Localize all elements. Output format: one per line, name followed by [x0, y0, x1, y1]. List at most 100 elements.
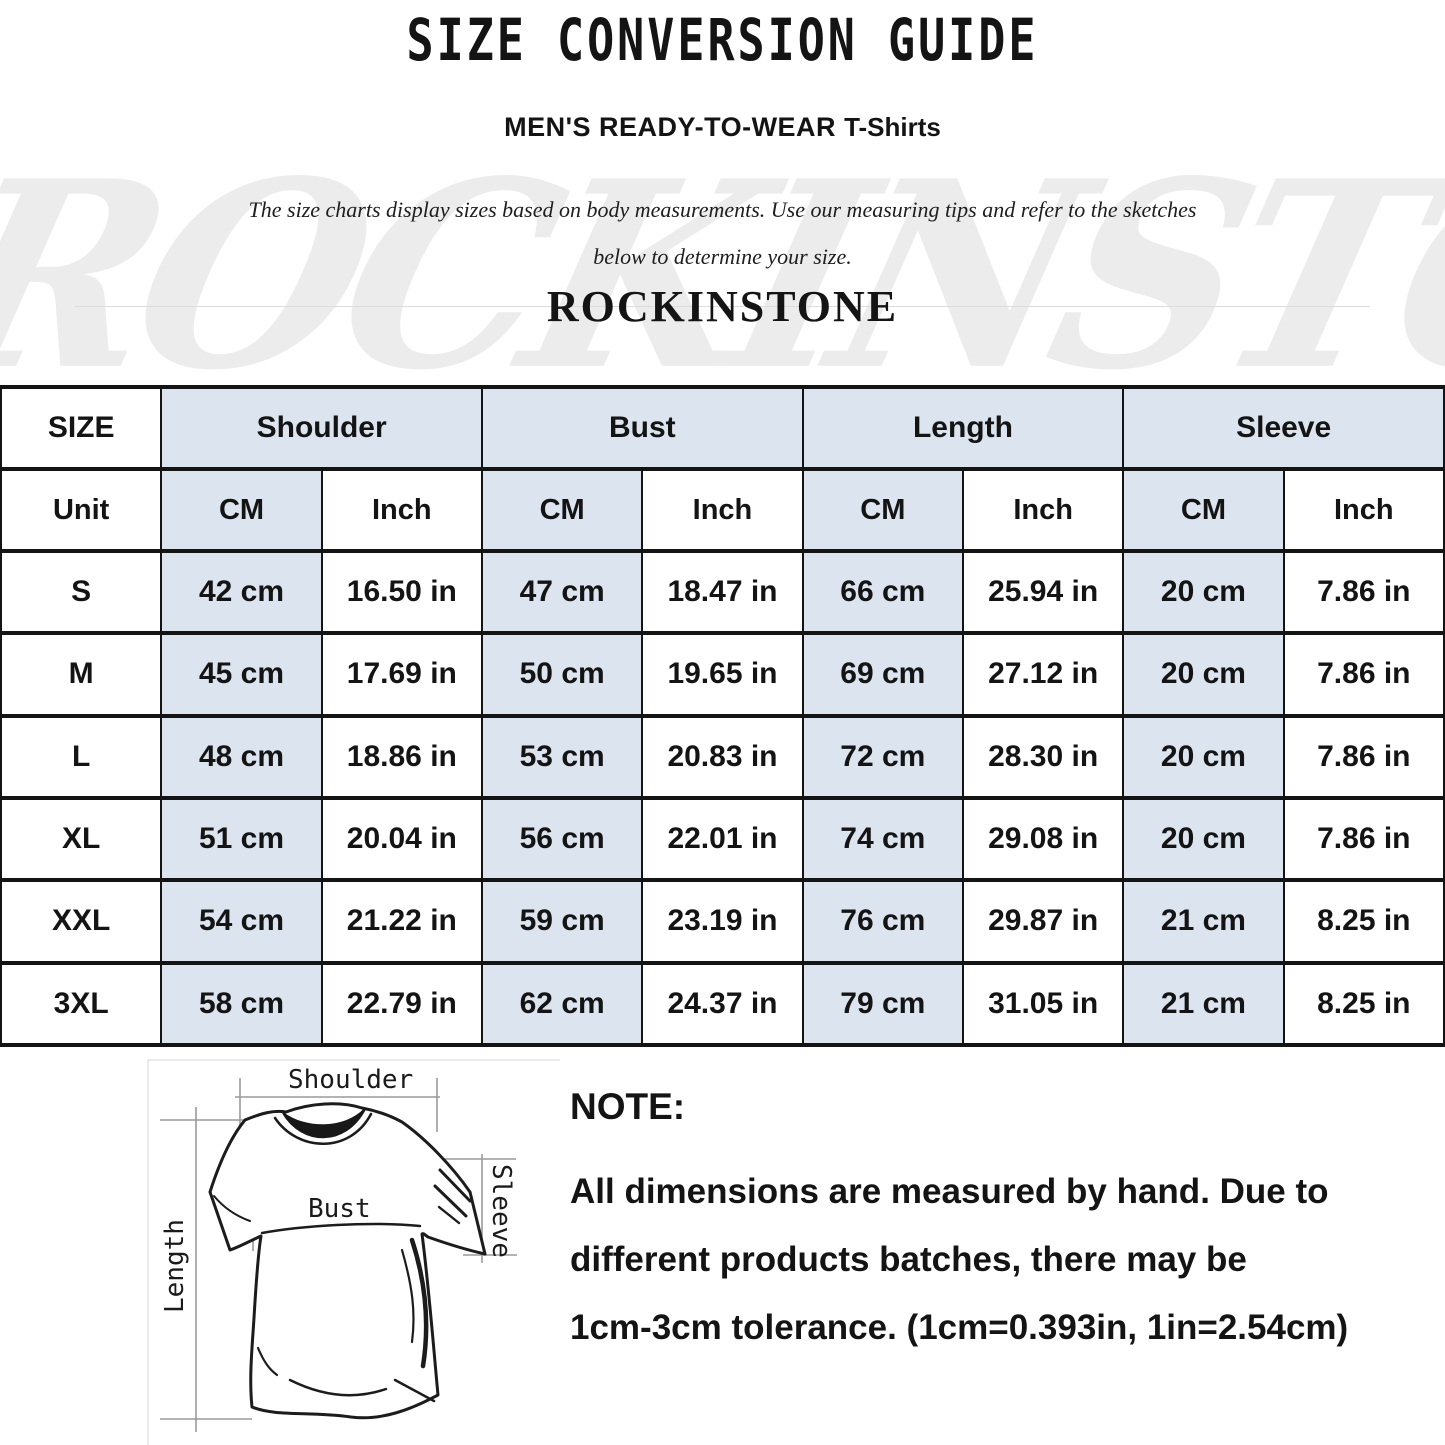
measurement-cell: 20.83 in — [641, 713, 804, 800]
measurement-cell: 47 cm — [480, 548, 644, 636]
length-label: Length — [160, 1219, 190, 1313]
measurement-cell: 22.79 in — [320, 960, 483, 1048]
description-line-2: below to determine your size. — [593, 244, 852, 269]
note-section: NOTE: All dimensions are measured by han… — [570, 1086, 1440, 1362]
measurement-cell: 51 cm — [160, 795, 323, 883]
size-label-3xl: 3XL — [0, 960, 163, 1048]
size-label-m: M — [0, 631, 163, 718]
measurement-cell: 29.87 in — [961, 878, 1125, 965]
measurement-cell: 58 cm — [160, 960, 323, 1048]
measurement-cell: 21 cm — [1122, 960, 1285, 1048]
cuff-line-left — [213, 1195, 251, 1222]
unit-header-1: Inch — [320, 467, 483, 553]
measurement-cell: 24.37 in — [641, 960, 804, 1048]
chest-seam-line — [260, 1222, 422, 1235]
note-heading: NOTE: — [570, 1086, 686, 1127]
measurement-cell: 53 cm — [480, 713, 644, 800]
size-table-body: SIZE Shoulder Bust Length Sleeve Unit CM Inch CM… — [0, 385, 1445, 1048]
measurement-cell: 50 cm — [480, 631, 644, 718]
unit-header-6: CM — [1122, 467, 1285, 553]
hem-fold-3 — [256, 1346, 279, 1377]
collar-shape — [282, 1108, 366, 1139]
description: The size charts display sizes based on b… — [0, 186, 1445, 280]
sleeve-shade-1 — [438, 1168, 472, 1203]
measurement-cell: 20 cm — [1122, 713, 1285, 800]
fold-stroke-1 — [409, 1237, 429, 1369]
note-line-1: All dimensions are measured by hand. Due… — [570, 1172, 1329, 1211]
measurement-cell: 7.86 in — [1282, 713, 1445, 800]
measurement-cell: 59 cm — [480, 878, 644, 965]
subtitle-product: T-Shirts — [844, 112, 941, 142]
unit-header-3: Inch — [641, 467, 804, 553]
group-header-length: Length — [801, 385, 1125, 471]
subtitle-main: MEN'S READY-TO-WEAR — [504, 112, 837, 142]
sleeve-shade-2 — [433, 1184, 468, 1218]
unit-header-4: CM — [801, 467, 964, 553]
measurement-cell: 28.30 in — [961, 713, 1125, 800]
brand-divider-line — [75, 306, 1370, 307]
unit-row-label: Unit — [0, 467, 163, 553]
measurement-cell: 25.94 in — [961, 548, 1125, 636]
measurement-cell: 20 cm — [1122, 548, 1285, 636]
measurement-cell: 72 cm — [801, 713, 964, 800]
table-row-xl: XL 51 cm 20.04 in 56 cm 22.01 in 74 cm 29.08 i… — [0, 795, 1445, 883]
measurement-cell: 27.12 in — [961, 631, 1125, 718]
tshirt-measurement-diagram: Shoulder Bust Length Sleeve — [140, 1050, 560, 1445]
measurement-cell: 62 cm — [480, 960, 644, 1048]
measurement-cell: 48 cm — [160, 713, 323, 800]
measurement-cell: 7.86 in — [1282, 795, 1445, 883]
table-row-xxl: XXL 54 cm 21.22 in 59 cm 23.19 in 76 cm 29.87 … — [0, 878, 1445, 965]
note-line-2: different products batches, there may be — [570, 1240, 1247, 1279]
measurement-cell: 8.25 in — [1282, 878, 1445, 965]
brand-name: ROCKINSTONE — [546, 282, 899, 331]
measurement-cell: 29.08 in — [961, 795, 1125, 883]
measurement-cell: 20 cm — [1122, 795, 1285, 883]
size-label-l: L — [0, 713, 163, 800]
note-line-3: 1cm-3cm tolerance. (1cm=0.393in, 1in=2.5… — [570, 1308, 1349, 1347]
group-header-sleeve: Sleeve — [1122, 385, 1445, 471]
tshirt-outline — [208, 1102, 487, 1420]
unit-header-7: Inch — [1282, 467, 1445, 553]
size-label-s: S — [0, 548, 163, 636]
page-title: SIZE CONVERSION GUIDE — [406, 6, 1039, 74]
collar-band-line — [273, 1112, 373, 1145]
measurement-cell: 20 cm — [1122, 631, 1285, 718]
unit-header-2: CM — [480, 467, 644, 553]
sleeve-label: Sleeve — [486, 1164, 516, 1258]
unit-header-5: Inch — [961, 467, 1125, 553]
size-label-xxl: XXL — [0, 878, 163, 965]
measurement-cell: 22.01 in — [641, 795, 804, 883]
measurement-cell: 45 cm — [160, 631, 323, 718]
size-label-xl: XL — [0, 795, 163, 883]
measurement-cell: 76 cm — [801, 878, 964, 965]
measurement-cell: 69 cm — [801, 631, 964, 718]
fold-stroke-2 — [400, 1248, 415, 1344]
measurement-cell: 18.86 in — [320, 713, 483, 800]
table-row-m: M 45 cm 17.69 in 50 cm 19.65 in 69 cm 27.12 in… — [0, 631, 1445, 718]
measurement-cell: 19.65 in — [641, 631, 804, 718]
page-subtitle: MEN'S READY-TO-WEAR T-Shirts — [0, 112, 1445, 143]
measurement-cell: 20.04 in — [320, 795, 483, 883]
hem-fold-1 — [288, 1378, 388, 1397]
measurement-cell: 21 cm — [1122, 878, 1285, 965]
measurement-cell: 21.22 in — [320, 878, 483, 965]
measurement-cell: 7.86 in — [1282, 631, 1445, 718]
table-corner-size: SIZE — [0, 385, 163, 471]
description-line-1: The size charts display sizes based on b… — [248, 197, 1197, 222]
measurement-cell: 74 cm — [801, 795, 964, 883]
measurement-cell: 17.69 in — [320, 631, 483, 718]
measurement-cell: 31.05 in — [961, 960, 1125, 1048]
group-header-shoulder: Shoulder — [160, 385, 483, 471]
bust-label: Bust — [308, 1194, 371, 1224]
sleeve-shade-3 — [437, 1205, 461, 1225]
measurement-cell: 7.86 in — [1282, 548, 1445, 636]
measurement-cell: 16.50 in — [320, 548, 483, 636]
measurement-cell: 56 cm — [480, 795, 644, 883]
table-row-l: L 48 cm 18.86 in 53 cm 20.83 in 72 cm 28.30 in… — [0, 713, 1445, 800]
group-header-bust: Bust — [480, 385, 804, 471]
shoulder-label: Shoulder — [288, 1065, 413, 1095]
unit-header-0: CM — [160, 467, 323, 553]
measurement-cell: 18.47 in — [641, 548, 804, 636]
measurement-cell: 8.25 in — [1282, 960, 1445, 1048]
